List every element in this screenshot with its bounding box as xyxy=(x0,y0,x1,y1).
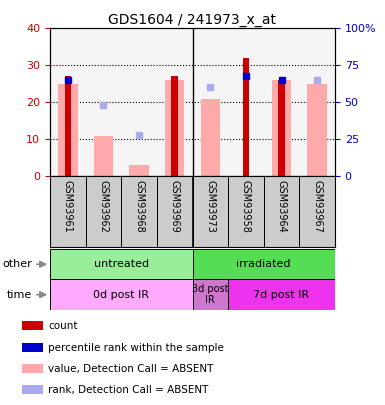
Bar xyxy=(94,136,113,176)
Bar xyxy=(50,176,85,247)
Text: time: time xyxy=(7,290,32,300)
Text: GSM93967: GSM93967 xyxy=(312,180,322,232)
Text: 3d post
IR: 3d post IR xyxy=(192,284,229,305)
Bar xyxy=(58,84,78,176)
Bar xyxy=(157,176,192,247)
Bar xyxy=(192,249,335,279)
Bar xyxy=(22,385,43,394)
Text: GSM93968: GSM93968 xyxy=(134,180,144,232)
Bar xyxy=(300,176,335,247)
Bar xyxy=(129,165,149,176)
Bar xyxy=(50,279,192,310)
Bar xyxy=(228,176,264,247)
Text: GSM93969: GSM93969 xyxy=(170,180,180,232)
Title: GDS1604 / 241973_x_at: GDS1604 / 241973_x_at xyxy=(109,13,276,27)
Bar xyxy=(307,84,327,176)
Text: GSM93961: GSM93961 xyxy=(63,180,73,232)
Text: value, Detection Call = ABSENT: value, Detection Call = ABSENT xyxy=(49,364,214,373)
Bar xyxy=(272,80,291,176)
Text: 0d post IR: 0d post IR xyxy=(93,290,149,300)
Text: count: count xyxy=(49,321,78,331)
Bar xyxy=(22,321,43,330)
Bar xyxy=(192,176,228,247)
Bar xyxy=(243,58,249,176)
Text: GSM93958: GSM93958 xyxy=(241,180,251,232)
Bar xyxy=(85,176,121,247)
Bar xyxy=(228,279,335,310)
Text: GSM93964: GSM93964 xyxy=(276,180,286,232)
Bar xyxy=(264,176,300,247)
Bar xyxy=(192,279,228,310)
Bar xyxy=(171,77,178,176)
Text: other: other xyxy=(2,259,32,269)
Bar xyxy=(50,249,192,279)
Text: untreated: untreated xyxy=(94,259,149,269)
Bar xyxy=(65,77,71,176)
Bar xyxy=(278,80,285,176)
Text: GSM93962: GSM93962 xyxy=(99,180,109,232)
Text: rank, Detection Call = ABSENT: rank, Detection Call = ABSENT xyxy=(49,384,209,394)
Bar xyxy=(201,98,220,176)
Text: GSM93973: GSM93973 xyxy=(205,180,215,232)
Bar xyxy=(165,80,184,176)
Bar xyxy=(22,343,43,352)
Text: 7d post IR: 7d post IR xyxy=(253,290,310,300)
Text: percentile rank within the sample: percentile rank within the sample xyxy=(49,343,224,353)
Bar xyxy=(121,176,157,247)
Bar xyxy=(22,364,43,373)
Text: irradiated: irradiated xyxy=(236,259,291,269)
